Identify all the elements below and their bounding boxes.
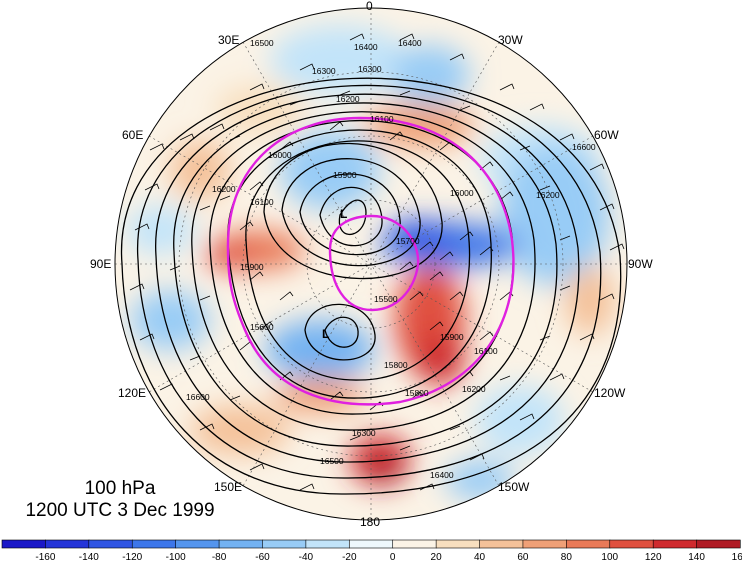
colorbar-tick-label: -60 bbox=[255, 552, 270, 561]
contour-label: 16300 bbox=[358, 64, 382, 74]
longitude-label: 90E bbox=[90, 257, 111, 271]
contour-label: 16200 bbox=[536, 190, 560, 200]
colorbar-tick-label: -80 bbox=[212, 552, 227, 561]
longitude-label: 60W bbox=[594, 128, 619, 142]
longitude-label: 120E bbox=[118, 386, 146, 400]
colorbar-box bbox=[479, 539, 524, 549]
contour-label: 16100 bbox=[250, 197, 274, 207]
height-contours bbox=[121, 77, 622, 495]
colorbar-tick-label: 140 bbox=[688, 552, 705, 561]
contour-label: 16400 bbox=[398, 38, 422, 48]
longitude-labels: 0 30W 60W 90W 120W 150W 180 150E 120E 90… bbox=[90, 0, 653, 529]
longitude-label: 120W bbox=[594, 386, 626, 400]
colorbar-box bbox=[218, 539, 264, 549]
colorbar-box bbox=[262, 539, 307, 549]
colorbar-tick-label: -160 bbox=[35, 552, 55, 561]
colorbar-tick-label: 80 bbox=[561, 552, 573, 561]
contour-label: 16200 bbox=[212, 184, 236, 194]
colorbar-box bbox=[305, 539, 350, 549]
colorbar-box bbox=[522, 539, 567, 549]
longitude-label: 0 bbox=[366, 0, 373, 13]
low-marker: L bbox=[340, 207, 347, 221]
longitude-label: 180 bbox=[360, 515, 380, 529]
colorbar-tick-label: 100 bbox=[601, 552, 618, 561]
contour-label: 16600 bbox=[186, 392, 210, 402]
valid-time-title: 1200 UTC 3 Dec 1999 bbox=[25, 500, 215, 521]
contour-label: 16500 bbox=[250, 38, 274, 48]
colorbar-tick-label: 60 bbox=[517, 552, 529, 561]
contour-label: 16300 bbox=[352, 428, 376, 438]
colorbar-tick-label: 120 bbox=[645, 552, 662, 561]
longitude-label: 150E bbox=[214, 480, 242, 494]
colorbar-tick-label: 160 bbox=[732, 552, 742, 561]
colorbar-tick-label: 40 bbox=[474, 552, 486, 561]
colorbar-box bbox=[652, 539, 698, 549]
contour-label: 16200 bbox=[462, 384, 486, 394]
longitude-label: 60E bbox=[122, 128, 143, 142]
colorbar-tick-label: -20 bbox=[342, 552, 357, 561]
colorbar-box bbox=[88, 539, 133, 549]
colorbar-tick-label: -40 bbox=[299, 552, 314, 561]
colorbar-tick-label: -100 bbox=[166, 552, 186, 561]
colorbar-box bbox=[1, 539, 47, 549]
graticule bbox=[115, 8, 627, 520]
contour-label: 16100 bbox=[370, 114, 394, 124]
contour-label: 15800 bbox=[405, 388, 429, 398]
colorbar-tick-label: -140 bbox=[79, 552, 99, 561]
colorbar-box bbox=[435, 539, 481, 549]
contour-label: 15500 bbox=[374, 294, 398, 304]
longitude-label: 30W bbox=[498, 33, 523, 47]
colorbar-box bbox=[45, 539, 90, 549]
colorbar-box bbox=[566, 539, 611, 549]
longitude-label: 150W bbox=[498, 480, 530, 494]
longitude-label: 30E bbox=[218, 33, 239, 47]
contour-label: 16400 bbox=[430, 470, 454, 480]
longitude-label: 90W bbox=[628, 257, 653, 271]
colorbar-box bbox=[609, 539, 654, 549]
contour-label: 16300 bbox=[312, 66, 336, 76]
contour-label: 16000 bbox=[450, 188, 474, 198]
colorbar-tick-label: 20 bbox=[431, 552, 443, 561]
contour-label: 16400 bbox=[354, 42, 378, 52]
contour-labels: 16400 16400 16300 16300 16500 16200 1610… bbox=[186, 38, 596, 480]
contour-label: 15900 bbox=[240, 262, 264, 272]
colorbar-tick-label: 0 bbox=[390, 552, 396, 561]
contour-label: 16000 bbox=[268, 150, 292, 160]
colorbar-boxes bbox=[1, 539, 741, 549]
map-boundary bbox=[114, 7, 628, 521]
contour-label: 15900 bbox=[333, 170, 357, 180]
contour-label: 15700 bbox=[396, 236, 420, 246]
colorbar-ticks: -160 -140 -120 -100 -80 -60 -40 -20 0 20 40 60 80 100… bbox=[35, 552, 742, 561]
colorbar-box bbox=[131, 539, 177, 549]
contour-label: 16100 bbox=[474, 346, 498, 356]
colorbar-box bbox=[696, 539, 741, 549]
highlight-contours bbox=[226, 116, 515, 406]
contour-label: 16200 bbox=[336, 94, 360, 104]
colorbar-tick-label: -120 bbox=[122, 552, 142, 561]
colorbar-box bbox=[348, 539, 394, 549]
contour-label: 16600 bbox=[572, 142, 596, 152]
colorbar-box bbox=[175, 539, 220, 549]
low-marker: L bbox=[322, 327, 329, 341]
contour-label: 15600 bbox=[250, 322, 274, 332]
colorbar: -160 -140 -120 -100 -80 -60 -40 -20 0 20 40 60 80 100… bbox=[1, 539, 742, 561]
contour-label: 15900 bbox=[440, 332, 464, 342]
polar-map: 16400 16400 16300 16300 16500 16200 1610… bbox=[90, 0, 653, 529]
colorbar-box bbox=[392, 539, 437, 549]
pressure-level-title: 100 hPa bbox=[84, 478, 156, 499]
contour-label: 15800 bbox=[384, 360, 408, 370]
contour-label: 16500 bbox=[320, 456, 344, 466]
